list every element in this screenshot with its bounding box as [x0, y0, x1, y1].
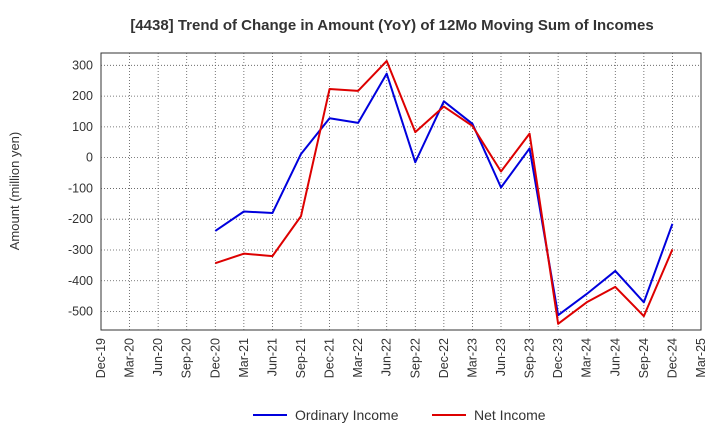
x-tick-label: Jun-23: [494, 338, 508, 376]
x-tick-label: Mar-21: [237, 338, 251, 378]
legend: Ordinary Income Net Income: [253, 407, 546, 423]
x-tick-label: Mar-22: [351, 338, 365, 378]
x-tick-label: Jun-20: [151, 338, 165, 376]
y-tick-label: 300: [72, 58, 93, 72]
x-tick-label: Dec-24: [665, 338, 679, 378]
y-tick-label: 0: [86, 151, 93, 165]
y-tick-label: -300: [68, 243, 93, 257]
x-tick-label: Mar-25: [694, 338, 708, 378]
x-axis-ticks: Dec-19 Mar-20 Jun-20 Sep-20 Dec-20 Mar-21 Jun-…: [94, 338, 708, 378]
series-line-ordinary-income: [214, 72, 674, 317]
x-tick-label: Mar-20: [123, 338, 137, 378]
legend-label-net-income: Net Income: [474, 407, 546, 423]
x-tick-label: Sep-24: [637, 338, 651, 378]
y-tick-label: 100: [72, 120, 93, 134]
x-tick-label: Mar-23: [465, 338, 479, 378]
x-tick-label: Sep-23: [523, 338, 537, 378]
x-tick-label: Sep-21: [294, 338, 308, 378]
x-tick-label: Sep-20: [180, 338, 194, 378]
y-tick-label: 200: [72, 89, 93, 103]
x-tick-label: Dec-19: [94, 338, 108, 378]
y-tick-label: -400: [68, 274, 93, 288]
chart-title: [4438] Trend of Change in Amount (YoY) o…: [130, 17, 653, 34]
x-tick-label: Dec-20: [208, 338, 222, 378]
y-axis-label: Amount (million yen): [7, 132, 22, 251]
x-tick-label: Mar-24: [580, 338, 594, 378]
x-tick-label: Dec-22: [437, 338, 451, 378]
y-tick-label: -500: [68, 305, 93, 319]
x-tick-label: Jun-24: [608, 338, 622, 376]
y-tick-label: -200: [68, 212, 93, 226]
x-tick-label: Sep-22: [408, 338, 422, 378]
x-tick-label: Dec-21: [323, 338, 337, 378]
y-tick-label: -100: [68, 181, 93, 195]
y-axis-ticks: 300 200 100 0 -100 -200 -300 -400 -500: [68, 58, 93, 318]
x-tick-label: Dec-23: [551, 338, 565, 378]
legend-label-ordinary-income: Ordinary Income: [295, 407, 399, 423]
series-group: [214, 60, 674, 325]
x-tick-label: Jun-21: [265, 338, 279, 376]
x-tick-label: Jun-22: [380, 338, 394, 376]
series-line-net-income: [214, 60, 674, 325]
